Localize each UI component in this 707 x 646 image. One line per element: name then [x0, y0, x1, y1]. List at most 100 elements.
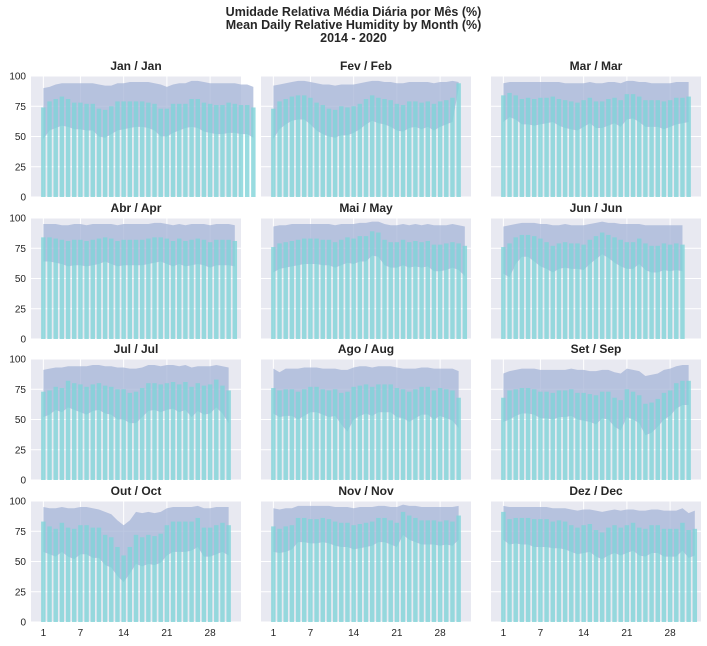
bar	[612, 237, 617, 339]
bar	[146, 102, 151, 197]
bar	[232, 240, 238, 339]
bar	[332, 389, 338, 480]
bar	[84, 386, 89, 480]
bar	[59, 96, 65, 197]
bar	[556, 98, 562, 197]
bar	[220, 239, 225, 339]
bar	[456, 83, 461, 197]
bar	[351, 106, 356, 197]
x-tick-label: 21	[161, 628, 173, 639]
x-tick-label: 14	[348, 628, 360, 639]
bar	[320, 517, 325, 622]
x-tick-label: 7	[538, 628, 544, 639]
bar	[538, 519, 543, 622]
panel-title: Jan / Jan	[110, 59, 161, 73]
bar	[115, 240, 120, 339]
panel-8: Ago / Aug	[261, 342, 471, 481]
bar	[158, 108, 163, 197]
bar	[226, 239, 231, 339]
bar	[382, 517, 387, 622]
bar	[53, 386, 58, 480]
bar	[667, 100, 673, 197]
bar	[667, 244, 673, 339]
bar	[649, 525, 654, 622]
bar	[394, 242, 400, 339]
bar	[550, 521, 555, 622]
bar	[655, 100, 660, 197]
y-tick-label: 75	[15, 244, 27, 255]
bar	[332, 109, 338, 197]
bar	[90, 527, 95, 622]
bar	[618, 239, 623, 339]
bar	[345, 107, 350, 197]
bar	[339, 239, 344, 339]
bar	[164, 383, 170, 480]
bar	[525, 388, 531, 480]
bar	[532, 519, 537, 622]
bar	[532, 236, 537, 339]
y-tick-label: 0	[20, 618, 26, 629]
bar	[612, 97, 617, 197]
bar	[133, 239, 139, 339]
bar	[109, 537, 114, 622]
bar	[686, 96, 691, 197]
bar	[90, 384, 95, 480]
bar	[283, 526, 288, 622]
bar	[624, 525, 630, 622]
bar	[357, 385, 363, 480]
bar	[519, 517, 525, 622]
bar	[115, 546, 120, 622]
bar	[59, 522, 65, 622]
bar	[232, 103, 238, 197]
bar	[314, 238, 319, 339]
bar	[314, 102, 319, 197]
bar	[152, 103, 157, 197]
bar	[295, 391, 301, 480]
bar	[339, 106, 344, 197]
bar	[177, 521, 182, 622]
bar	[47, 526, 52, 622]
y-tick-label: 25	[15, 587, 27, 598]
bar	[562, 100, 568, 197]
bar	[220, 105, 225, 197]
bar	[382, 384, 387, 480]
bar	[283, 389, 288, 480]
bar	[400, 511, 406, 622]
bar	[394, 103, 400, 197]
bar	[538, 238, 543, 339]
bar	[593, 236, 599, 339]
bar	[295, 95, 301, 197]
bar	[152, 383, 157, 480]
bar	[655, 525, 660, 622]
bar	[121, 389, 126, 480]
bar	[164, 108, 170, 197]
y-tick-label: 50	[15, 132, 27, 143]
bar	[680, 244, 685, 339]
figure-title-line-2: Mean Daily Relative Humidity by Month (%…	[226, 18, 482, 32]
bar	[562, 521, 568, 622]
bar	[177, 384, 182, 480]
bar	[599, 391, 605, 480]
bar	[569, 389, 574, 480]
bar	[425, 520, 430, 622]
panel-title: Dez / Dec	[569, 484, 623, 498]
bar	[102, 109, 108, 197]
y-tick-label: 0	[20, 193, 26, 204]
x-tick-label: 28	[205, 628, 217, 639]
bar	[84, 240, 89, 339]
bar	[624, 94, 630, 197]
bar	[289, 96, 295, 197]
bar	[437, 101, 443, 197]
bar	[65, 98, 71, 197]
bar	[96, 238, 102, 339]
bar	[201, 102, 207, 197]
bar	[53, 528, 58, 622]
bar	[444, 389, 449, 480]
bar	[569, 525, 574, 622]
bar	[320, 105, 325, 197]
bar	[308, 97, 313, 197]
bar	[96, 383, 102, 480]
bar	[271, 526, 276, 622]
bar	[680, 380, 685, 480]
y-tick-label: 50	[15, 415, 27, 426]
